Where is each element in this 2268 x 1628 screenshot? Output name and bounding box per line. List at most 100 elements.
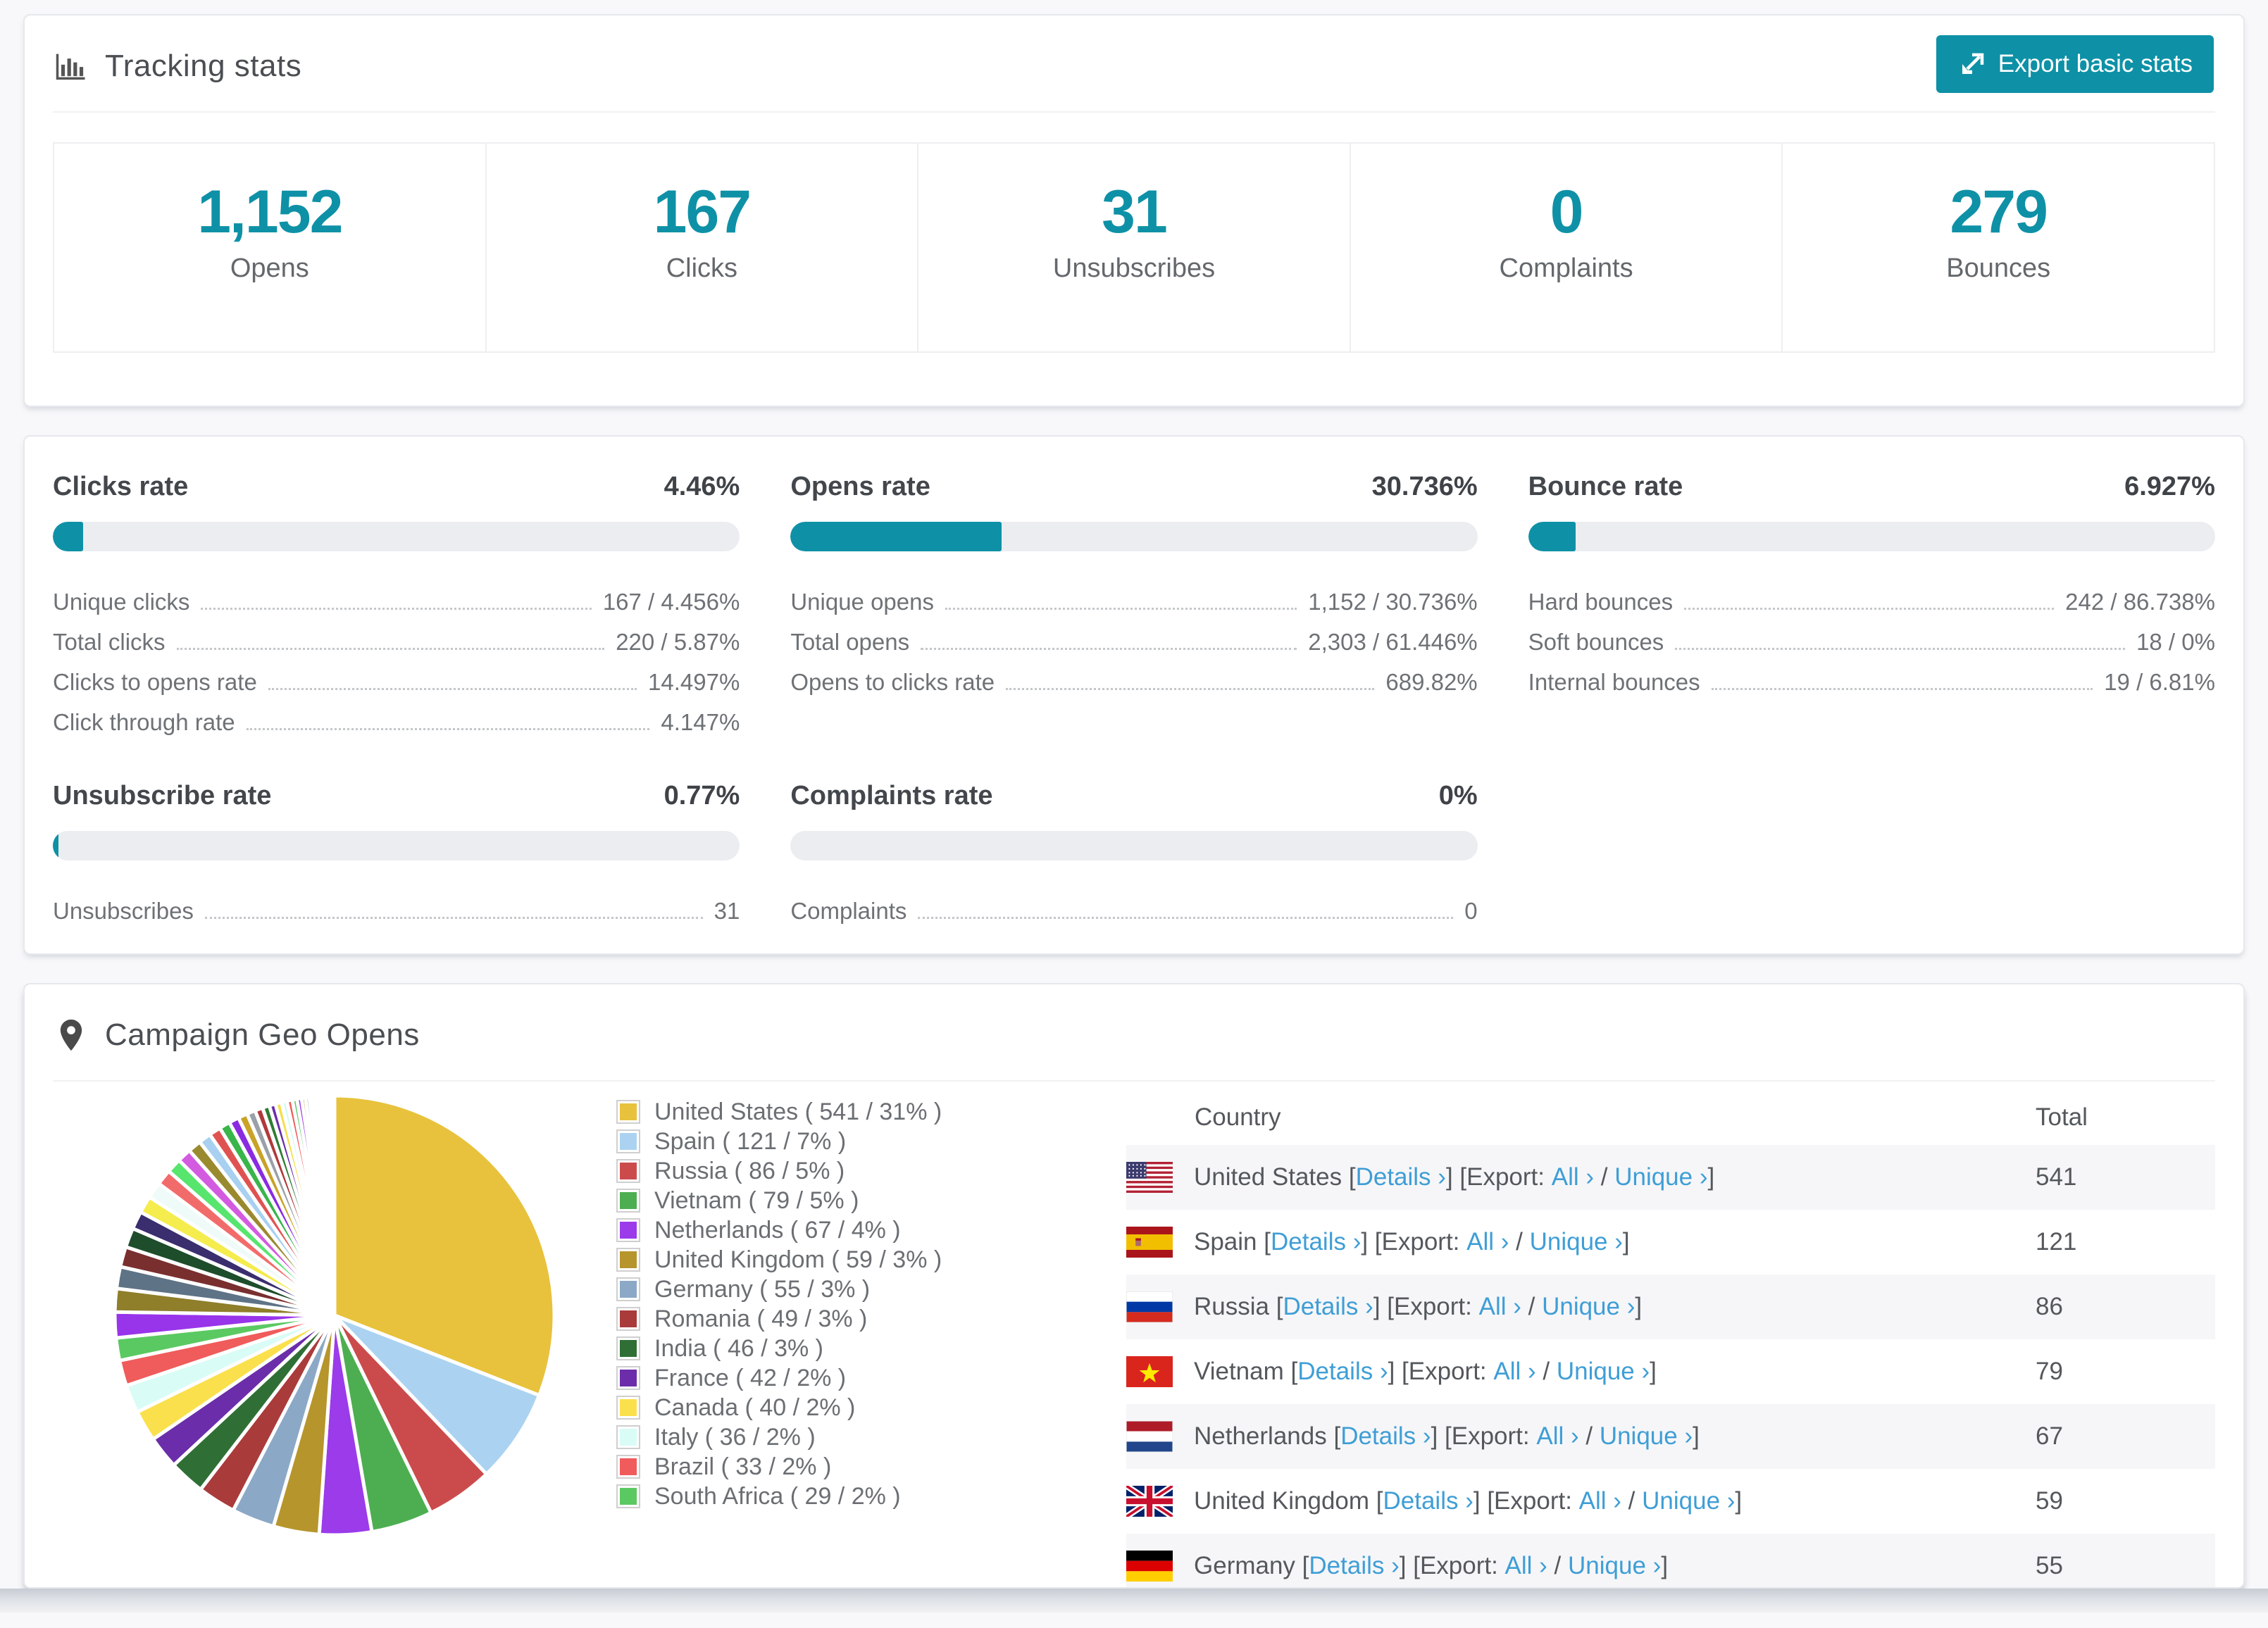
legend-swatch xyxy=(616,1396,640,1420)
rate-percentage: 6.927% xyxy=(2124,472,2215,501)
legend-label: Netherlands ( 67 / 4% ) xyxy=(654,1216,901,1244)
rate-block-bounce-rate: Bounce rate 6.927% Hard bounces 242 / 86… xyxy=(1528,472,2215,740)
legend-swatch xyxy=(616,1218,640,1242)
country-total: 86 xyxy=(2036,1293,2063,1320)
export-unique-link[interactable]: Unique › xyxy=(1556,1358,1650,1385)
rate-title: Clicks rate xyxy=(53,472,189,501)
rate-row-label: Complaints xyxy=(790,898,907,924)
stat-label: Complaints xyxy=(1499,253,1633,284)
export-all-link[interactable]: All › xyxy=(1536,1422,1579,1450)
us-flag-icon xyxy=(1126,1162,1173,1193)
rate-row-value: 167 / 4.456% xyxy=(602,589,740,615)
rate-row: Total opens 2,303 / 61.446% xyxy=(790,620,1477,660)
details-link[interactable]: Details › xyxy=(1283,1293,1373,1320)
progress-bar-fill xyxy=(53,831,58,860)
rate-row-value: 2,303 / 61.446% xyxy=(1308,629,1478,655)
export-all-link[interactable]: All › xyxy=(1466,1228,1509,1256)
progress-bar-fill xyxy=(53,522,84,551)
campaign-geo-opens-card: Campaign Geo Opens United States ( 541 /… xyxy=(23,983,2245,1589)
rate-block-opens-rate: Opens rate 30.736% Unique opens 1,152 / … xyxy=(790,472,1478,740)
details-link[interactable]: Details › xyxy=(1309,1552,1400,1579)
details-link[interactable]: Details › xyxy=(1383,1487,1473,1515)
rate-title: Complaints rate xyxy=(790,781,993,810)
legend-label: Romania ( 49 / 3% ) xyxy=(654,1305,868,1332)
page-title: Tracking stats xyxy=(105,49,302,83)
legend-label: South Africa ( 29 / 2% ) xyxy=(654,1482,901,1510)
details-link[interactable]: Details › xyxy=(1297,1358,1388,1385)
progress-bar xyxy=(790,522,1478,551)
legend-item: United Kingdom ( 59 / 3% ) xyxy=(616,1245,1126,1275)
legend-swatch xyxy=(616,1277,640,1301)
country-total: 67 xyxy=(2036,1422,2063,1450)
rate-row: Unique clicks 167 / 4.456% xyxy=(53,580,740,620)
legend-swatch xyxy=(616,1307,640,1331)
export-unique-link[interactable]: Unique › xyxy=(1529,1228,1623,1256)
export-all-link[interactable]: All › xyxy=(1578,1487,1621,1515)
geo-table-row-gb: United Kingdom [Details ›] [Export: All … xyxy=(1126,1469,2215,1534)
rate-row-value: 18 / 0% xyxy=(2136,629,2215,655)
rate-block-unsubscribe-rate: Unsubscribe rate 0.77% Unsubscribes 31 xyxy=(53,781,740,929)
legend-item: South Africa ( 29 / 2% ) xyxy=(616,1482,1126,1511)
rate-row-value: 31 xyxy=(714,898,740,924)
rate-row-value: 220 / 5.87% xyxy=(616,629,740,655)
export-button-label: Export basic stats xyxy=(1998,50,2193,77)
export-unique-link[interactable]: Unique › xyxy=(1542,1293,1635,1320)
details-link[interactable]: Details › xyxy=(1355,1163,1446,1191)
rate-row-value: 0 xyxy=(1464,898,1478,924)
legend-item: Russia ( 86 / 5% ) xyxy=(616,1156,1126,1186)
details-link[interactable]: Details › xyxy=(1270,1228,1362,1256)
export-unique-link[interactable]: Unique › xyxy=(1642,1487,1736,1515)
country-name: Germany xyxy=(1194,1552,1302,1579)
legend-label: United Kingdom ( 59 / 3% ) xyxy=(654,1246,942,1273)
legend-label: France ( 42 / 2% ) xyxy=(654,1364,847,1391)
stat-value: 31 xyxy=(1102,178,1168,246)
legend-item: Vietnam ( 79 / 5% ) xyxy=(616,1186,1126,1215)
geo-table-row-vn: Vietnam [Details ›] [Export: All › / Uni… xyxy=(1126,1339,2215,1404)
rate-row: Hard bounces 242 / 86.738% xyxy=(1528,580,2215,620)
export-basic-stats-button[interactable]: Export basic stats xyxy=(1936,35,2214,93)
export-all-link[interactable]: All › xyxy=(1478,1293,1521,1320)
progress-bar-fill xyxy=(790,522,1002,551)
pie-slice xyxy=(332,1313,542,1476)
legend-swatch xyxy=(616,1159,640,1183)
legend-label: United States ( 541 / 31% ) xyxy=(654,1098,942,1125)
legend-item: Italy ( 36 / 2% ) xyxy=(616,1422,1126,1452)
dotted-leader xyxy=(246,728,650,730)
legend-item: Brazil ( 33 / 2% ) xyxy=(616,1452,1126,1482)
rate-row: Complaints 0 xyxy=(790,889,1477,929)
rate-row-label: Click through rate xyxy=(53,709,235,735)
legend-item: Spain ( 121 / 7% ) xyxy=(616,1127,1126,1156)
dotted-leader xyxy=(1711,688,2093,690)
legend-item: Netherlands ( 67 / 4% ) xyxy=(616,1215,1126,1245)
rate-row-label: Internal bounces xyxy=(1528,669,1700,695)
stat-label: Clicks xyxy=(666,253,738,284)
geo-table-row-es: Spain [Details ›] [Export: All › / Uniqu… xyxy=(1126,1210,2215,1275)
progress-bar xyxy=(53,522,740,551)
rate-block-complaints-rate: Complaints rate 0% Complaints 0 xyxy=(790,781,1478,929)
vn-flag-icon xyxy=(1126,1356,1173,1387)
stat-label: Unsubscribes xyxy=(1052,253,1216,284)
rate-row-label: Total clicks xyxy=(53,629,166,655)
export-all-link[interactable]: All › xyxy=(1493,1358,1536,1385)
geo-legend: United States ( 541 / 31% ) Spain ( 121 … xyxy=(616,1082,1126,1511)
stat-bounces: 279 Bounces xyxy=(1781,144,2214,352)
country-name: Vietnam xyxy=(1194,1358,1291,1385)
stat-value: 1,152 xyxy=(197,178,343,246)
export-all-link[interactable]: All › xyxy=(1504,1552,1547,1579)
export-unique-link[interactable]: Unique › xyxy=(1599,1422,1693,1450)
details-link[interactable]: Details › xyxy=(1340,1422,1431,1450)
dotted-leader xyxy=(204,917,703,919)
rate-row: Total clicks 220 / 5.87% xyxy=(53,620,740,660)
legend-label: Germany ( 55 / 3% ) xyxy=(654,1275,871,1303)
rate-block-clicks-rate: Clicks rate 4.46% Unique clicks 167 / 4.… xyxy=(53,472,740,740)
export-unique-link[interactable]: Unique › xyxy=(1614,1163,1708,1191)
dotted-leader xyxy=(201,608,592,610)
stat-clicks: 167 Clicks xyxy=(485,144,918,352)
geo-table-row-us: United States [Details ›] [Export: All ›… xyxy=(1126,1145,2215,1210)
export-unique-link[interactable]: Unique › xyxy=(1568,1552,1662,1579)
geo-table-header-row: Country Total xyxy=(1126,1090,2215,1145)
legend-item: Romania ( 49 / 3% ) xyxy=(616,1304,1126,1334)
rate-percentage: 30.736% xyxy=(1371,472,1478,501)
dotted-leader xyxy=(176,648,605,650)
export-all-link[interactable]: All › xyxy=(1551,1163,1595,1191)
